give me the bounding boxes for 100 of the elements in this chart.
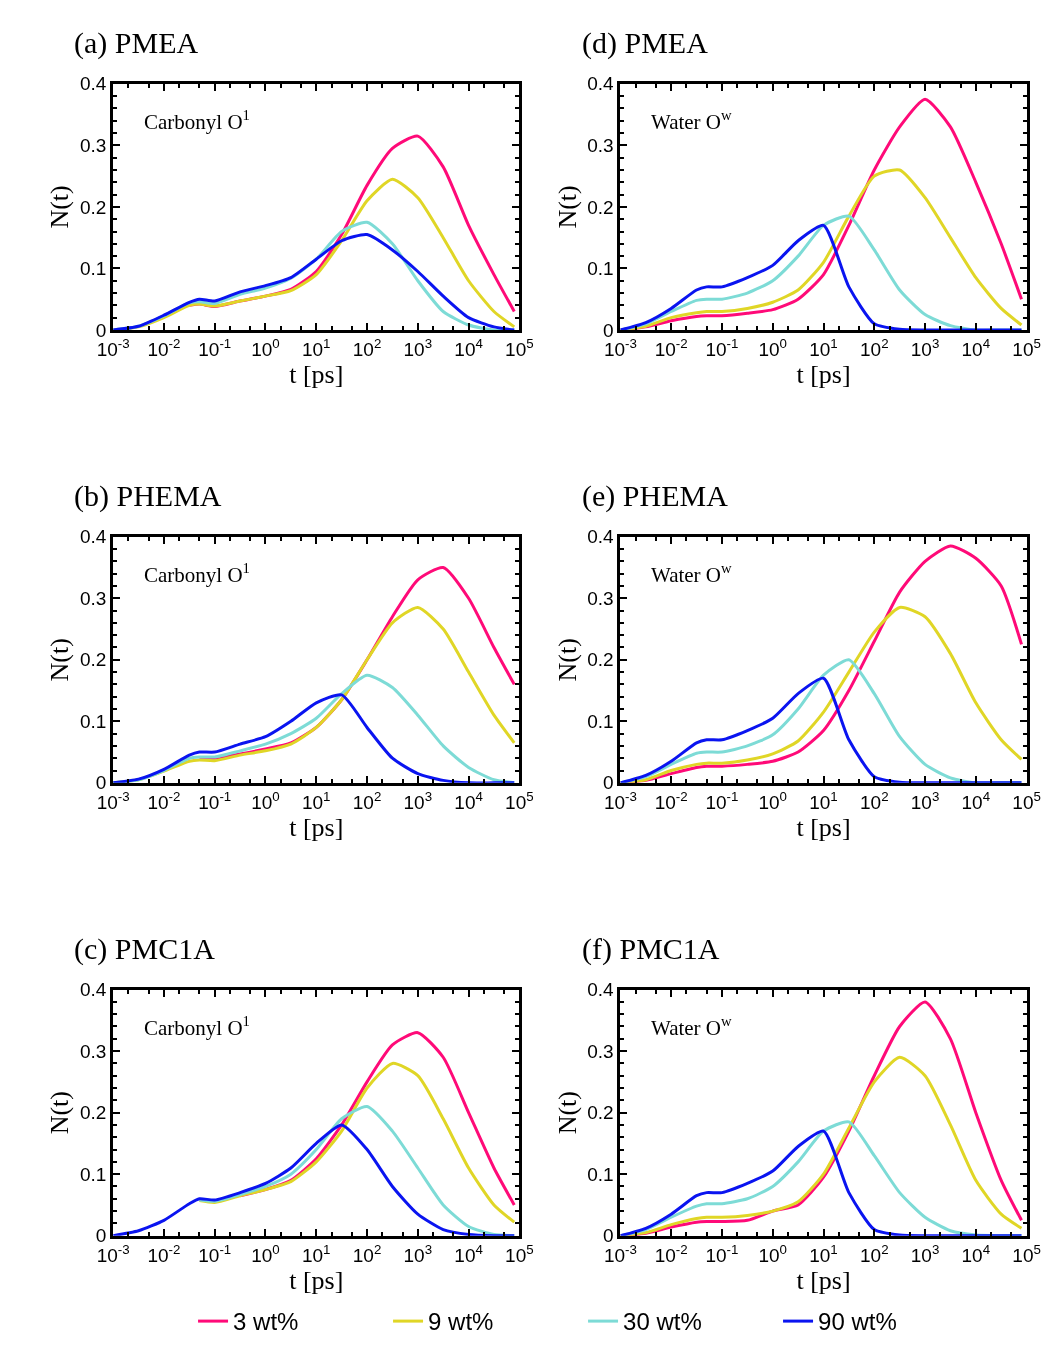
x-tick-label: 10$^{1}$ <box>301 788 331 813</box>
x-tick-label: 10$^{-1}$ <box>198 335 232 360</box>
annotation: Water O$^{w}$ <box>651 560 733 587</box>
x-tick-label: 10$^{0}$ <box>758 788 788 813</box>
legend-label: 90 wt% <box>818 1308 897 1336</box>
x-tick-label: 10$^{-1}$ <box>198 1241 232 1266</box>
x-tick-label: 10$^{4}$ <box>961 1241 991 1266</box>
x-tick-label: 10$^{3}$ <box>403 1241 433 1266</box>
annotation: Water O$^{w}$ <box>651 107 733 134</box>
y-tick-label: 0 <box>95 319 107 341</box>
x-tick-label: 10$^{0}$ <box>251 788 280 813</box>
y-tick-label: 0.3 <box>587 587 614 609</box>
x-tick-label: 10$^{1}$ <box>301 1241 331 1266</box>
y-tick-label: 0.1 <box>79 710 107 732</box>
x-tick-label: 10$^{-1}$ <box>705 1241 739 1266</box>
x-tick-label: 10$^{-2}$ <box>654 335 688 360</box>
x-tick-label: 10$^{3}$ <box>910 335 940 360</box>
chart-title: (e) PHEMA <box>582 479 729 513</box>
x-tick-label: 10$^{2}$ <box>352 1241 382 1266</box>
x-tick-label: 10$^{-1}$ <box>198 788 232 813</box>
x-tick-label: 10$^{4}$ <box>961 335 991 360</box>
x-tick-label: 10$^{-2}$ <box>147 1241 181 1266</box>
x-tick-label: 10$^{-1}$ <box>705 335 739 360</box>
x-axis-title: t [ps] <box>796 812 851 842</box>
x-axis-title: t [ps] <box>289 359 344 389</box>
x-axis-title: t [ps] <box>289 812 344 842</box>
y-tick-label: 0.1 <box>587 710 614 732</box>
chart-title: (a) PMEA <box>74 26 199 60</box>
legend-label: 9 wt% <box>428 1308 494 1336</box>
x-tick-label: 10$^{4}$ <box>454 1241 483 1266</box>
x-tick-label: 10$^{3}$ <box>910 788 940 813</box>
annotation: Carbonyl O$^{1}$ <box>144 560 250 587</box>
chart-title: (c) PMC1A <box>74 932 216 966</box>
y-tick-label: 0.1 <box>587 258 614 280</box>
x-tick-label: 10$^{1}$ <box>809 335 838 360</box>
y-tick-label: 0.1 <box>79 258 107 280</box>
x-tick-label: 10$^{-2}$ <box>147 335 181 360</box>
y-axis-title: N(t) <box>552 638 582 682</box>
x-tick-label: 10$^{2}$ <box>860 1241 889 1266</box>
annotation: Water O$^{w}$ <box>651 1013 733 1040</box>
y-axis-title: N(t) <box>45 638 75 682</box>
chart-title: (f) PMC1A <box>582 932 720 966</box>
x-axis-title: t [ps] <box>289 1265 344 1295</box>
y-tick-label: 0.1 <box>587 1163 614 1185</box>
x-tick-label: 10$^{4}$ <box>454 788 483 813</box>
x-tick-label: 10$^{5}$ <box>505 1241 534 1266</box>
y-tick-label: 0.2 <box>587 649 614 671</box>
x-tick-label: 10$^{4}$ <box>454 335 483 360</box>
x-tick-label: 10$^{0}$ <box>251 335 280 360</box>
x-tick-label: 10$^{1}$ <box>809 788 838 813</box>
x-tick-label: 10$^{5}$ <box>505 335 534 360</box>
y-tick-label: 0.4 <box>79 73 107 95</box>
x-tick-label: 10$^{5}$ <box>1012 788 1041 813</box>
y-tick-label: 0.3 <box>587 1040 614 1062</box>
x-tick-label: 10$^{-2}$ <box>147 788 181 813</box>
y-axis-title: N(t) <box>45 185 75 229</box>
x-tick-label: 10$^{-1}$ <box>705 788 739 813</box>
y-tick-label: 0.2 <box>79 649 107 671</box>
legend-label: 30 wt% <box>623 1308 702 1336</box>
x-tick-label: 10$^{2}$ <box>352 335 382 360</box>
x-tick-label: 10$^{-2}$ <box>654 788 688 813</box>
x-tick-label: 10$^{3}$ <box>403 788 433 813</box>
x-tick-label: 10$^{3}$ <box>403 335 433 360</box>
y-tick-label: 0.2 <box>587 196 614 218</box>
y-tick-label: 0.2 <box>587 1102 614 1124</box>
y-tick-label: 0.4 <box>79 526 107 548</box>
x-tick-label: 10$^{0}$ <box>251 1241 280 1266</box>
x-tick-label: 10$^{5}$ <box>1012 335 1041 360</box>
x-tick-label: 10$^{1}$ <box>301 335 331 360</box>
y-tick-label: 0.4 <box>587 526 615 548</box>
y-tick-label: 0.1 <box>79 1163 107 1185</box>
x-tick-label: 10$^{3}$ <box>910 1241 940 1266</box>
x-tick-label: 10$^{-2}$ <box>654 1241 688 1266</box>
y-tick-label: 0.4 <box>79 979 107 1001</box>
y-tick-label: 0.3 <box>79 1040 107 1062</box>
chart-title: (d) PMEA <box>582 26 709 60</box>
y-tick-label: 0.4 <box>587 979 615 1001</box>
y-tick-label: 0 <box>603 319 614 341</box>
x-tick-label: 10$^{2}$ <box>860 335 889 360</box>
y-tick-label: 0.4 <box>587 73 615 95</box>
x-tick-label: 10$^{2}$ <box>352 788 382 813</box>
y-tick-label: 0.2 <box>79 1102 107 1124</box>
annotation: Carbonyl O$^{1}$ <box>144 107 250 134</box>
x-axis-title: t [ps] <box>796 359 851 389</box>
x-tick-label: 10$^{4}$ <box>961 788 991 813</box>
x-tick-label: 10$^{1}$ <box>809 1241 838 1266</box>
y-tick-label: 0.3 <box>587 135 614 157</box>
y-tick-label: 0.2 <box>79 196 107 218</box>
y-axis-title: N(t) <box>552 185 582 229</box>
x-tick-label: 10$^{5}$ <box>1012 1241 1041 1266</box>
x-tick-label: 10$^{5}$ <box>505 788 534 813</box>
y-tick-label: 0.3 <box>79 587 107 609</box>
chart-title: (b) PHEMA <box>74 479 222 513</box>
legend-label: 3 wt% <box>233 1308 299 1336</box>
x-tick-label: 10$^{0}$ <box>758 335 788 360</box>
x-tick-label: 10$^{2}$ <box>860 788 889 813</box>
x-axis-title: t [ps] <box>796 1265 851 1295</box>
x-tick-label: 10$^{0}$ <box>758 1241 788 1266</box>
y-tick-label: 0.3 <box>79 135 107 157</box>
annotation: Carbonyl O$^{1}$ <box>144 1013 250 1040</box>
